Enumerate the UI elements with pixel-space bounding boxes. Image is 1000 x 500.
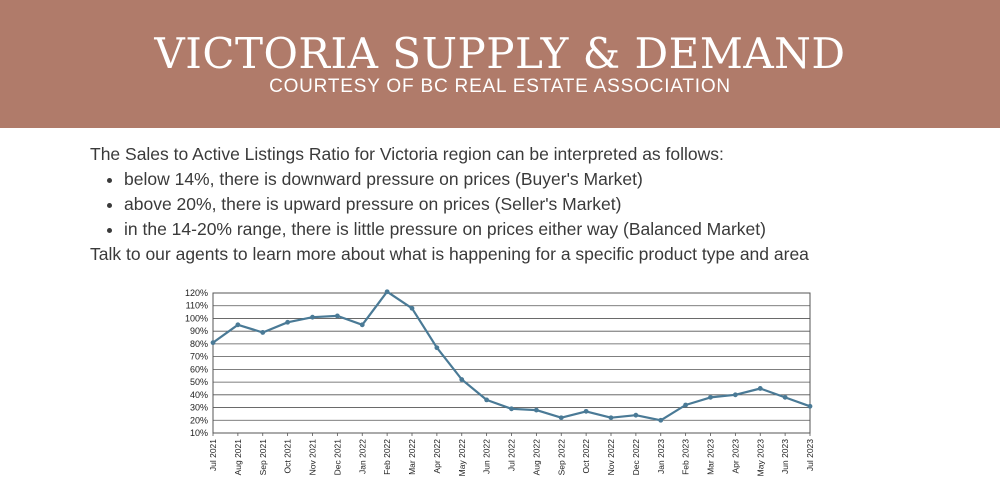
data-point [608,415,614,421]
bullet-item: below 14%, there is downward pressure on… [124,167,970,192]
y-tick-label: 80% [190,339,208,349]
data-point [633,412,639,418]
plot-area [212,292,811,434]
sales-ratio-chart: 10% 20% 30% 40% 50% 60% 70% 80% 90% 100% 110% 120% J… [185,288,815,477]
x-tick-label: May 2022 [457,439,467,477]
x-tick-label: Jul 2021 [208,439,218,471]
data-point [807,403,813,409]
y-tick-label: 30% [190,403,208,413]
x-tick-label: Jun 2023 [780,439,790,474]
y-tick-label: 70% [190,352,208,362]
chart-container: 10% 20% 30% 40% 50% 60% 70% 80% 90% 100% 110% 120% J… [170,284,830,494]
x-tick-label: Dec 2021 [332,439,342,476]
x-tick-label: Mar 2022 [407,439,417,475]
x-tick-label: Nov 2022 [606,439,616,476]
x-tick-label: Jul 2023 [805,439,815,471]
intro-text: The Sales to Active Listings Ratio for V… [90,144,724,164]
data-point [708,394,713,400]
data-point [409,305,415,311]
x-tick-label: Feb 2022 [382,439,392,475]
x-tick-label: May 2023 [755,439,765,477]
data-point [732,392,738,398]
data-point [210,340,216,346]
data-point [683,402,689,408]
x-tick-label: Sep 2022 [556,439,566,476]
x-tick-label: Jan 2023 [656,439,666,474]
x-tick-label: Jul 2022 [507,439,517,471]
x-tick-label: Feb 2023 [681,439,691,475]
y-tick-label: 50% [190,377,208,387]
data-point [459,377,465,382]
data-point [285,319,291,325]
data-point [509,406,514,412]
y-tick-label: 100% [185,313,208,323]
data-point [484,397,490,403]
y-tick-label: 120% [185,288,208,298]
page-title: VICTORIA SUPPLY & DEMAND [154,29,846,78]
data-point [533,407,539,413]
x-tick-label: Mar 2023 [706,439,716,475]
data-point [260,330,266,335]
bullet-item: above 20%, there is upward pressure on p… [124,192,970,217]
data-point [782,394,788,400]
data-point [658,417,664,423]
data-point [359,322,365,328]
data-point [334,313,340,319]
x-tick-label: Aug 2021 [233,439,243,476]
x-tick-label: Jun 2022 [482,439,492,474]
data-point [384,289,390,295]
x-tick-label: Oct 2022 [581,439,591,474]
description-block: The Sales to Active Listings Ratio for V… [90,142,970,267]
data-point [757,386,763,391]
data-point [235,322,241,328]
header-banner: VICTORIA SUPPLY & DEMAND COURTESY OF BC … [0,0,1000,128]
data-point [583,408,589,414]
x-tick-label: Sep 2021 [258,439,268,476]
y-tick-label: 10% [190,428,208,438]
x-tick-label: Dec 2022 [631,439,641,476]
data-point [310,314,315,320]
y-tick-label: 40% [190,390,208,400]
x-tick-label: Apr 2022 [432,439,442,474]
data-point [434,345,440,351]
y-tick-label: 110% [186,301,208,311]
x-tick-label: Jan 2022 [357,439,367,474]
data-point [558,415,564,421]
page-subtitle: COURTESY OF BC REAL ESTATE ASSOCIATION [269,76,731,97]
x-tick-label: Nov 2021 [308,439,318,476]
x-tick-label: Apr 2023 [730,439,740,474]
y-tick-label: 60% [190,364,208,374]
y-tick-label: 20% [190,415,208,425]
y-tick-label: 90% [190,326,208,336]
bullet-item: in the 14-20% range, there is little pre… [124,217,970,242]
outro-text: Talk to our agents to learn more about w… [90,244,809,264]
x-tick-label: Oct 2021 [283,439,293,474]
bullet-list: below 14%, there is downward pressure on… [90,167,970,242]
x-tick-label: Aug 2022 [531,439,541,476]
